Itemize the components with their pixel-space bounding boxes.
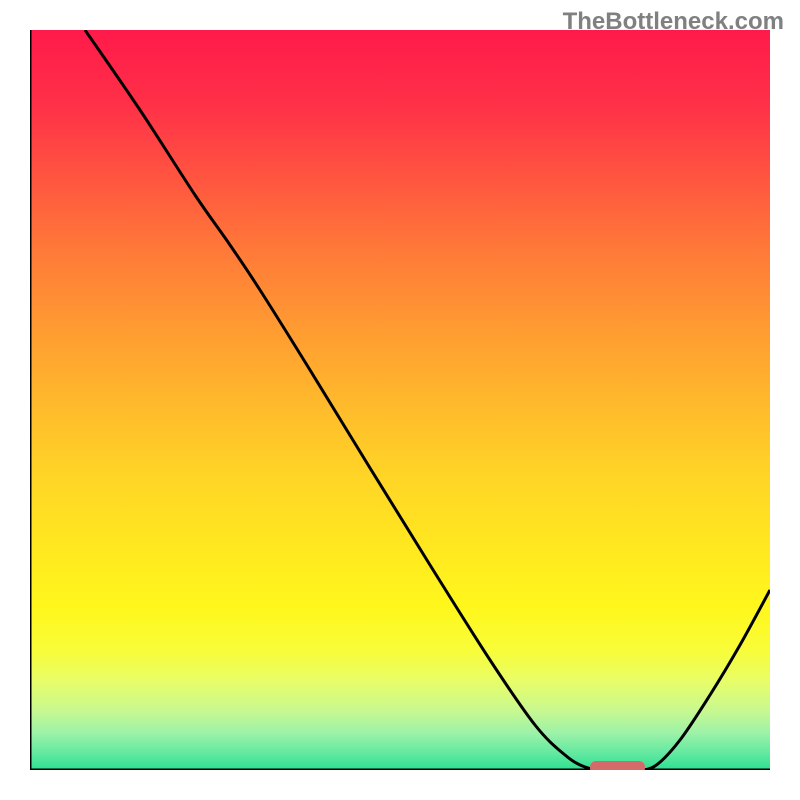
optimal-marker: [590, 761, 645, 770]
gradient-rect: [30, 30, 770, 770]
chart-svg: [30, 30, 770, 770]
chart-container: TheBottleneck.com: [0, 0, 800, 800]
plot-area: [30, 30, 770, 770]
